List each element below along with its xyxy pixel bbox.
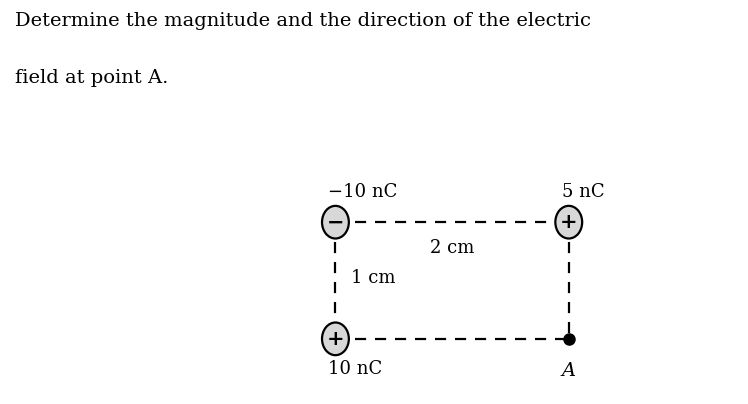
Text: A: A bbox=[562, 362, 576, 380]
Text: field at point A.: field at point A. bbox=[15, 69, 168, 87]
Text: Determine the magnitude and the direction of the electric: Determine the magnitude and the directio… bbox=[15, 12, 591, 30]
Text: −: − bbox=[327, 212, 344, 232]
Text: 1 cm: 1 cm bbox=[351, 269, 395, 287]
Text: +: + bbox=[327, 329, 344, 349]
Text: 2 cm: 2 cm bbox=[430, 238, 474, 257]
Text: −10 nC: −10 nC bbox=[328, 183, 398, 201]
Text: 5 nC: 5 nC bbox=[562, 183, 604, 201]
Text: +: + bbox=[560, 212, 577, 232]
Ellipse shape bbox=[322, 322, 349, 355]
Ellipse shape bbox=[322, 206, 349, 238]
Ellipse shape bbox=[555, 206, 582, 238]
Text: 10 nC: 10 nC bbox=[328, 360, 383, 378]
